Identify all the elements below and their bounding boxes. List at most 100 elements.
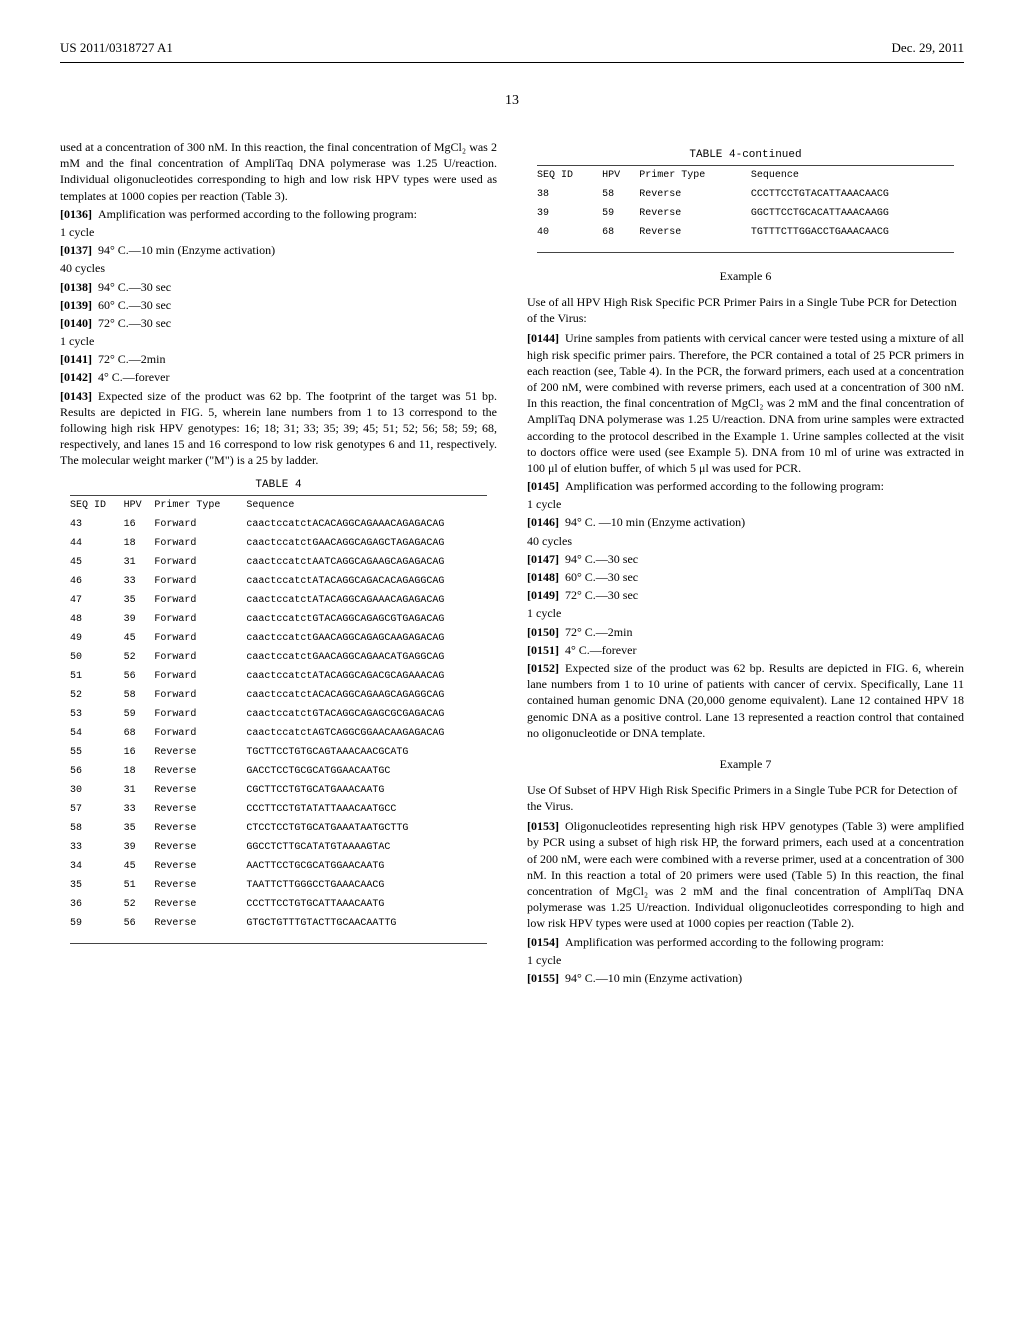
table-cell: Reverse — [154, 800, 246, 819]
table-cell: 38 — [537, 185, 602, 204]
col-seqid: SEQ ID — [537, 166, 602, 185]
table-cell: 50 — [70, 648, 124, 667]
para-0155: [0155]94° C.—10 min (Enzyme activation) — [527, 970, 964, 986]
para-0149: [0149]72° C.—30 sec — [527, 587, 964, 603]
table-row: 4531ForwardcaactccatctAATCAGGCAGAAGCAGAG… — [70, 553, 507, 572]
table-cell: 40 — [537, 223, 602, 242]
para-0150: [0150]72° C.—2min — [527, 624, 964, 640]
table-row: 3652ReverseCCCTTCCTGTGCATTAAACAATG — [70, 895, 507, 914]
table-cell: Reverse — [154, 876, 246, 895]
para-num: [0155] — [527, 971, 559, 985]
col-seqid: SEQ ID — [70, 496, 124, 515]
table-cell: 16 — [124, 515, 155, 534]
table-cell: Forward — [154, 648, 246, 667]
patent-id: US 2011/0318727 A1 — [60, 40, 173, 56]
table-cell: Reverse — [154, 781, 246, 800]
table-cell: 39 — [124, 838, 155, 857]
para-0139: [0139]60° C.—30 sec — [60, 297, 497, 313]
col-sequence: Sequence — [246, 496, 507, 515]
table-cell: 44 — [70, 534, 124, 553]
cycle-line: 1 cycle — [527, 952, 964, 968]
para-num: [0144] — [527, 331, 559, 345]
table-cell: 57 — [70, 800, 124, 819]
para-num: [0138] — [60, 280, 92, 294]
table-cell: Reverse — [639, 185, 751, 204]
table-row: 5516ReverseTGCTTCCTGTGCAGTAAACAACGCATG — [70, 743, 507, 762]
para-0152: [0152]Expected size of the product was 6… — [527, 660, 964, 741]
table-cell: Forward — [154, 629, 246, 648]
para-num: [0150] — [527, 625, 559, 639]
table-row: 5359ForwardcaactccatctGTACAGGCAGAGCGCGAG… — [70, 705, 507, 724]
example7-subtitle: Use Of Subset of HPV High Risk Specific … — [527, 782, 964, 814]
para-num: [0137] — [60, 243, 92, 257]
para-num: [0147] — [527, 552, 559, 566]
table-row: 3445ReverseAACTTCCTGCGCATGGAACAATG — [70, 857, 507, 876]
table-cell: 46 — [70, 572, 124, 591]
col-primer: Primer Type — [154, 496, 246, 515]
table-cell: caactccatctGAACAGGCAGAGCTAGAGACAG — [246, 534, 507, 553]
table-cell: 58 — [70, 819, 124, 838]
cycle-line: 40 cycles — [527, 533, 964, 549]
table-cell: 56 — [70, 762, 124, 781]
para-num: [0140] — [60, 316, 92, 330]
table-row: 4945ForwardcaactccatctGAACAGGCAGAGCAAGAG… — [70, 629, 507, 648]
table-cell: 58 — [602, 185, 639, 204]
para-num: [0152] — [527, 661, 559, 675]
table-row: 4316ForwardcaactccatctACACAGGCAGAAACAGAG… — [70, 515, 507, 534]
table-cell: 35 — [70, 876, 124, 895]
table-cell: 56 — [124, 914, 155, 933]
right-column: TABLE 4-continued SEQ ID HPV Primer Type… — [527, 139, 964, 988]
table-cell: 52 — [124, 648, 155, 667]
table-cell: 35 — [124, 591, 155, 610]
page-header: US 2011/0318727 A1 Dec. 29, 2011 — [60, 40, 964, 56]
table-cell: 59 — [602, 204, 639, 223]
table-cell: 59 — [70, 914, 124, 933]
table-cell: 47 — [70, 591, 124, 610]
col-hpv: HPV — [602, 166, 639, 185]
col-sequence: Sequence — [751, 166, 974, 185]
table-cell: Reverse — [154, 838, 246, 857]
table-cell: Forward — [154, 610, 246, 629]
para-0141: [0141]72° C.—2min — [60, 351, 497, 367]
table-row: 3031ReverseCGCTTCCTGTGCATGAAACAATG — [70, 781, 507, 800]
table-row: 4839ForwardcaactccatctGTACAGGCAGAGCGTGAG… — [70, 610, 507, 629]
cycle-line: 1 cycle — [60, 224, 497, 240]
table-cell: CCCTTCCTGTATATTAAACAATGCC — [246, 800, 507, 819]
table-cell: 52 — [70, 686, 124, 705]
para-num: [0142] — [60, 370, 92, 384]
table-row: 3339ReverseGGCCTCTTGCATATGTAAAAGTAC — [70, 838, 507, 857]
table-cell: caactccatctATACAGGCAGACGCAGAAACAG — [246, 667, 507, 686]
para-num: [0151] — [527, 643, 559, 657]
table-cell: 30 — [70, 781, 124, 800]
para-0153: [0153]Oligonucleotides representing high… — [527, 818, 964, 931]
para-0138: [0138]94° C.—30 sec — [60, 279, 497, 295]
para-num: [0154] — [527, 935, 559, 949]
table-cell: 45 — [124, 629, 155, 648]
table-cell: 18 — [124, 534, 155, 553]
para-num: [0148] — [527, 570, 559, 584]
table-row: 4633ForwardcaactccatctATACAGGCAGACACAGAG… — [70, 572, 507, 591]
table-cell: 49 — [70, 629, 124, 648]
table-cell: GGCTTCCTGCACATTAAACAAGG — [751, 204, 974, 223]
table-cell: GGCCTCTTGCATATGTAAAAGTAC — [246, 838, 507, 857]
para-0145: [0145]Amplification was performed accord… — [527, 478, 964, 494]
para-0144: [0144]Urine samples from patients with c… — [527, 330, 964, 476]
table-cell: CCCTTCCTGTACATTAAACAACG — [751, 185, 974, 204]
table-cell: 68 — [602, 223, 639, 242]
table-cell: 52 — [124, 895, 155, 914]
table-cell: 55 — [70, 743, 124, 762]
para-num: [0143] — [60, 389, 92, 403]
cycle-line: 40 cycles — [60, 260, 497, 276]
table-cell: caactccatctGAACAGGCAGAGCAAGAGACAG — [246, 629, 507, 648]
cycle-line: 1 cycle — [60, 333, 497, 349]
para-0136: [0136]Amplification was performed accord… — [60, 206, 497, 222]
table-cell: caactccatctAGTCAGGCGGAACAAGAGACAG — [246, 724, 507, 743]
table-cell: 59 — [124, 705, 155, 724]
table-cell: AACTTCCTGCGCATGGAACAATG — [246, 857, 507, 876]
table-row: 5733ReverseCCCTTCCTGTATATTAAACAATGCC — [70, 800, 507, 819]
table-cell: caactccatctACACAGGCAGAAACAGAGACAG — [246, 515, 507, 534]
table-cell: 48 — [70, 610, 124, 629]
para-0137: [0137]94° C.—10 min (Enzyme activation) — [60, 242, 497, 258]
table-cell: 36 — [70, 895, 124, 914]
table-row: 4418ForwardcaactccatctGAACAGGCAGAGCTAGAG… — [70, 534, 507, 553]
